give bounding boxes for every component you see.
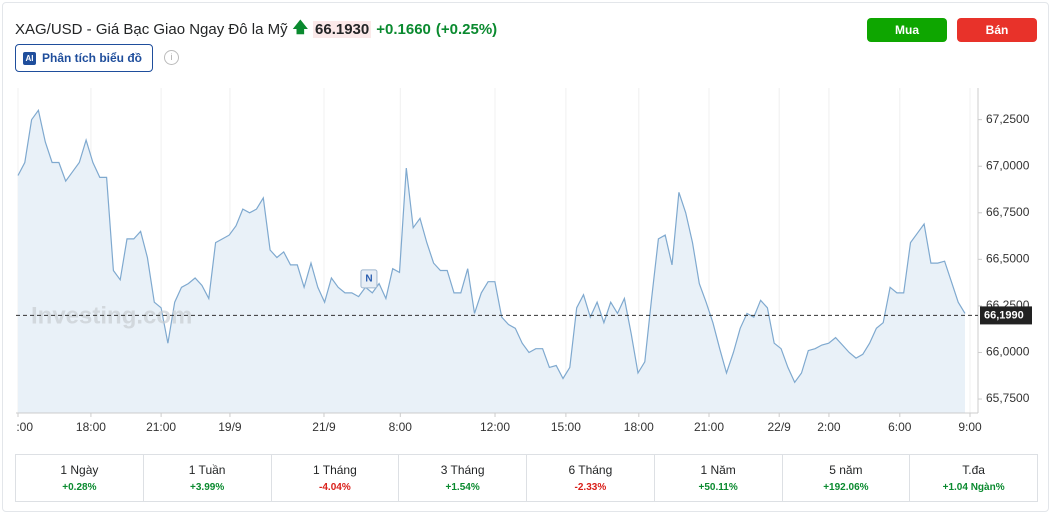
y-tick-label: 66,7500 — [986, 205, 1030, 219]
price-line — [17, 108, 966, 384]
x-tick-label: 18:00 — [624, 420, 654, 434]
y-tick-label: 65,7500 — [986, 391, 1030, 405]
ai-label: Phân tích biểu đồ — [42, 51, 143, 65]
period-label: 5 năm — [829, 463, 863, 477]
watermark: Investing.com — [31, 302, 192, 329]
period-label: T.đa — [962, 463, 985, 477]
area-fill — [18, 110, 965, 414]
period-label: 1 Tháng — [312, 463, 357, 477]
annotation-box — [360, 269, 378, 289]
x-tick-label: 12:00 — [480, 420, 510, 434]
last-price-label: 66,1990 — [984, 309, 1024, 321]
period-cell[interactable]: 3 Tháng +1.54% — [399, 455, 527, 501]
period-cell[interactable]: 5 năm +192.06% — [783, 455, 911, 501]
info-icon[interactable]: i — [164, 50, 179, 65]
period-cell[interactable]: 1 Tháng -4.04% — [272, 455, 400, 501]
x-tick-label: 21/9 — [312, 420, 336, 434]
period-change: +3.99% — [190, 482, 225, 493]
period-cell[interactable]: T.đa +1.04 Ngàn% — [910, 455, 1037, 501]
x-tick-label: 21:00 — [146, 420, 176, 434]
period-cell[interactable]: 1 Năm +50.11% — [655, 455, 783, 501]
y-tick-label: 67,0000 — [986, 158, 1030, 172]
period-change: +0.28% — [62, 482, 97, 493]
period-cell[interactable]: 6 Tháng -2.33% — [527, 455, 655, 501]
change-pct: (+0.25%) — [435, 21, 498, 38]
period-label: 3 Tháng — [440, 463, 485, 477]
period-label: 1 Năm — [700, 463, 736, 477]
period-change: +50.11% — [698, 482, 738, 493]
x-tick-label: 2:00 — [817, 420, 841, 434]
x-tick-label: 18:00 — [76, 420, 106, 434]
header: XAG/USD - Giá Bạc Giao Ngay Đô la Mỹ 🡅 6… — [15, 17, 497, 42]
period-label: 1 Tuần — [188, 463, 226, 477]
plot: 15:00 18:00 21:00 19/9 21/9 8:00 12:00 15:00 18:… — [3, 88, 982, 434]
y-tick-label: 66,5000 — [986, 252, 1030, 266]
widget: XAG/USD - Giá Bạc Giao Ngay Đô la Mỹ 🡅 6… — [2, 2, 1049, 512]
x-tick-label: 9:00 — [958, 420, 982, 434]
up-arrow: 🡅 — [292, 19, 309, 36]
x-tick-label: 19/9 — [218, 420, 242, 434]
period-bar: 1 Ngày +0.28% 1 Tuần +3.99% 1 Tháng -4.04% 3 T… — [15, 454, 1038, 502]
sell-button[interactable]: Bán — [957, 18, 1037, 42]
period-change: +1.54% — [445, 482, 480, 493]
x-tick-label: 22/9 — [768, 420, 792, 434]
y-tick-label: 66,0000 — [986, 345, 1030, 359]
period-cell[interactable]: 1 Ngày +0.28% — [16, 455, 144, 501]
period-cell[interactable]: 1 Tuần +3.99% — [144, 455, 272, 501]
price: 66.1930 — [313, 21, 372, 38]
ai-button[interactable]: AI Phân tích biểu đồ — [15, 44, 154, 72]
period-change: +192.06% — [823, 482, 869, 493]
period-label: 1 Ngày — [60, 463, 99, 477]
chart: 15:00 18:00 21:00 19/9 21/9 8:00 12:00 15:00 18:… — [3, 88, 1032, 434]
x-tick-label: 8:00 — [389, 420, 413, 434]
x-tick-label: 15:00 — [551, 420, 581, 434]
period-change: +1.04 Ngàn% — [942, 482, 1005, 493]
annotation: N — [365, 273, 372, 284]
buy-button[interactable]: Mua — [867, 18, 947, 42]
last-price-box — [980, 306, 1032, 325]
title: XAG/USD - Giá Bạc Giao Ngay Đô la Mỹ — [15, 21, 288, 38]
period-change: -2.33% — [574, 482, 607, 493]
ai-icon: AI — [23, 51, 36, 65]
y-tick-label: 67,2500 — [986, 112, 1030, 126]
x-tick-label: 15:00 — [3, 420, 33, 434]
x-tick-label: 21:00 — [694, 420, 724, 434]
period-label: 6 Tháng — [568, 463, 613, 477]
change: +0.1660 — [376, 21, 431, 38]
x-tick-label: 6:00 — [888, 420, 912, 434]
period-change: -4.04% — [319, 482, 351, 493]
